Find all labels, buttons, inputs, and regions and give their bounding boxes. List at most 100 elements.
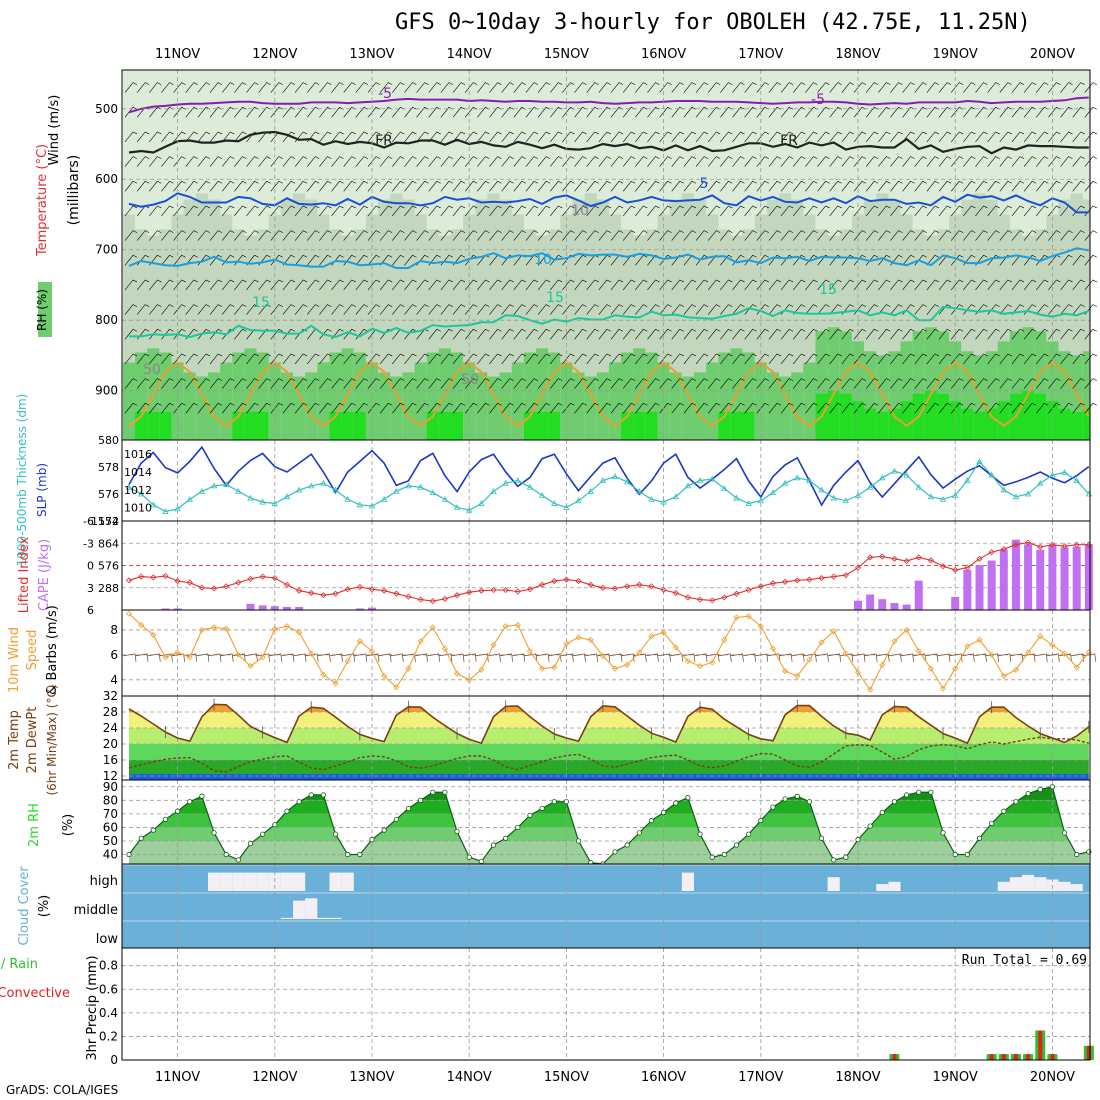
- wind-barb: [829, 106, 842, 118]
- thickness-marker: [332, 486, 339, 493]
- wind-barb: [331, 304, 344, 315]
- wind-barb: [343, 131, 356, 143]
- wind-speed-marker: [247, 663, 254, 670]
- wind-barb: [635, 328, 648, 340]
- rh-band: [1070, 411, 1084, 440]
- wind-barb: [307, 205, 320, 217]
- surface-wind-barb: [766, 653, 781, 662]
- wind-barb: [865, 328, 879, 340]
- wind-barb: [963, 353, 976, 365]
- wind-barb: [124, 180, 138, 192]
- wind-barb: [950, 156, 964, 167]
- thickness-marker: [952, 492, 959, 498]
- wind-barb: [282, 378, 296, 389]
- wind-barb: [744, 82, 757, 93]
- wind-barb: [1036, 353, 1049, 365]
- rh2m-marker: [490, 842, 497, 848]
- surface-wind-barb: [256, 653, 270, 662]
- rh-band: [706, 362, 719, 440]
- li-marker: [806, 576, 813, 583]
- cloud-bar-high: [997, 881, 1010, 891]
- surface-wind-barb: [997, 653, 1012, 662]
- wind-barb: [452, 205, 466, 217]
- isotherm--5: [128, 96, 1089, 114]
- wind-barb: [440, 205, 454, 217]
- cape-bar: [1036, 549, 1045, 610]
- date-label-bottom: 12NOV: [252, 1070, 297, 1085]
- thickness-tick: 574: [98, 515, 119, 528]
- wind-barb: [246, 254, 259, 266]
- wind-barb: [501, 328, 514, 340]
- wind-barb: [720, 156, 733, 167]
- rh2m-marker: [976, 835, 983, 841]
- wind-barb: [756, 279, 769, 291]
- precip-conv-bar: [1050, 1054, 1055, 1060]
- wind-speed-marker: [405, 665, 412, 672]
- wind-barb: [404, 106, 417, 118]
- surface-wind-barb: [171, 653, 185, 662]
- rh-band: [402, 372, 416, 440]
- rh2m-marker: [308, 792, 314, 798]
- li-marker: [915, 554, 922, 561]
- wind-barb: [501, 156, 514, 167]
- wind-barb: [890, 378, 903, 389]
- wind-barb: [379, 82, 393, 93]
- wind-barb: [550, 156, 563, 167]
- wind-barb: [282, 82, 296, 93]
- wind-barb: [768, 82, 782, 93]
- wind-barb: [707, 156, 721, 167]
- wind-barb: [173, 353, 186, 365]
- rh2m-marker: [746, 831, 752, 837]
- wind-barb: [136, 230, 150, 241]
- wind-barb: [586, 304, 599, 315]
- rh2m-axis-label: 2m RH: [27, 803, 42, 847]
- li-marker: [611, 585, 619, 592]
- wind-barb: [161, 230, 174, 241]
- thickness-marker: [478, 500, 485, 506]
- wind-barb: [756, 156, 769, 167]
- wind-barb: [805, 402, 818, 414]
- wind-barb: [938, 304, 952, 315]
- wind-barb: [355, 353, 368, 365]
- rh2m-marker: [478, 858, 484, 864]
- cloud-bar-middle: [329, 917, 342, 919]
- wind-barb: [1060, 156, 1073, 167]
- wind-barb: [404, 254, 417, 266]
- wind-barb: [829, 131, 842, 143]
- wind-barb: [537, 106, 551, 118]
- surface-wind-barb: [523, 653, 538, 662]
- li-marker: [988, 549, 995, 556]
- rh-band: [280, 372, 294, 440]
- li-marker: [490, 586, 497, 594]
- wind-barb: [270, 328, 283, 340]
- rh-band: [317, 362, 330, 440]
- wind-barb: [1023, 82, 1037, 93]
- wind-barb: [185, 254, 198, 266]
- wind-barb: [963, 279, 976, 291]
- li-marker: [830, 573, 837, 580]
- wind-barb: [343, 180, 356, 192]
- wind-barb: [853, 353, 867, 365]
- lifted-index-axis-label: Lifted Index: [17, 536, 32, 613]
- wind-barb: [319, 82, 332, 93]
- wind-barb: [440, 328, 454, 340]
- wind-barb: [720, 353, 733, 365]
- li-marker: [174, 578, 181, 585]
- cape-bar: [951, 596, 960, 610]
- wind-barb: [1036, 402, 1049, 414]
- wind-barb: [1060, 378, 1073, 389]
- wind-barb: [647, 205, 660, 217]
- wind-barb: [404, 402, 417, 414]
- precip-conv-bar: [989, 1054, 994, 1060]
- wind-barb: [1023, 230, 1037, 241]
- rh2m-marker: [235, 857, 241, 863]
- wind-barb: [1048, 328, 1061, 340]
- wind-barb: [805, 205, 818, 217]
- rh2m-marker: [247, 841, 254, 847]
- rh-band: [839, 393, 853, 440]
- cape-bar: [854, 600, 862, 610]
- wind-barb: [938, 279, 952, 291]
- surface-wind-barb: [657, 653, 671, 662]
- li-marker: [818, 575, 825, 582]
- li-marker: [198, 584, 205, 591]
